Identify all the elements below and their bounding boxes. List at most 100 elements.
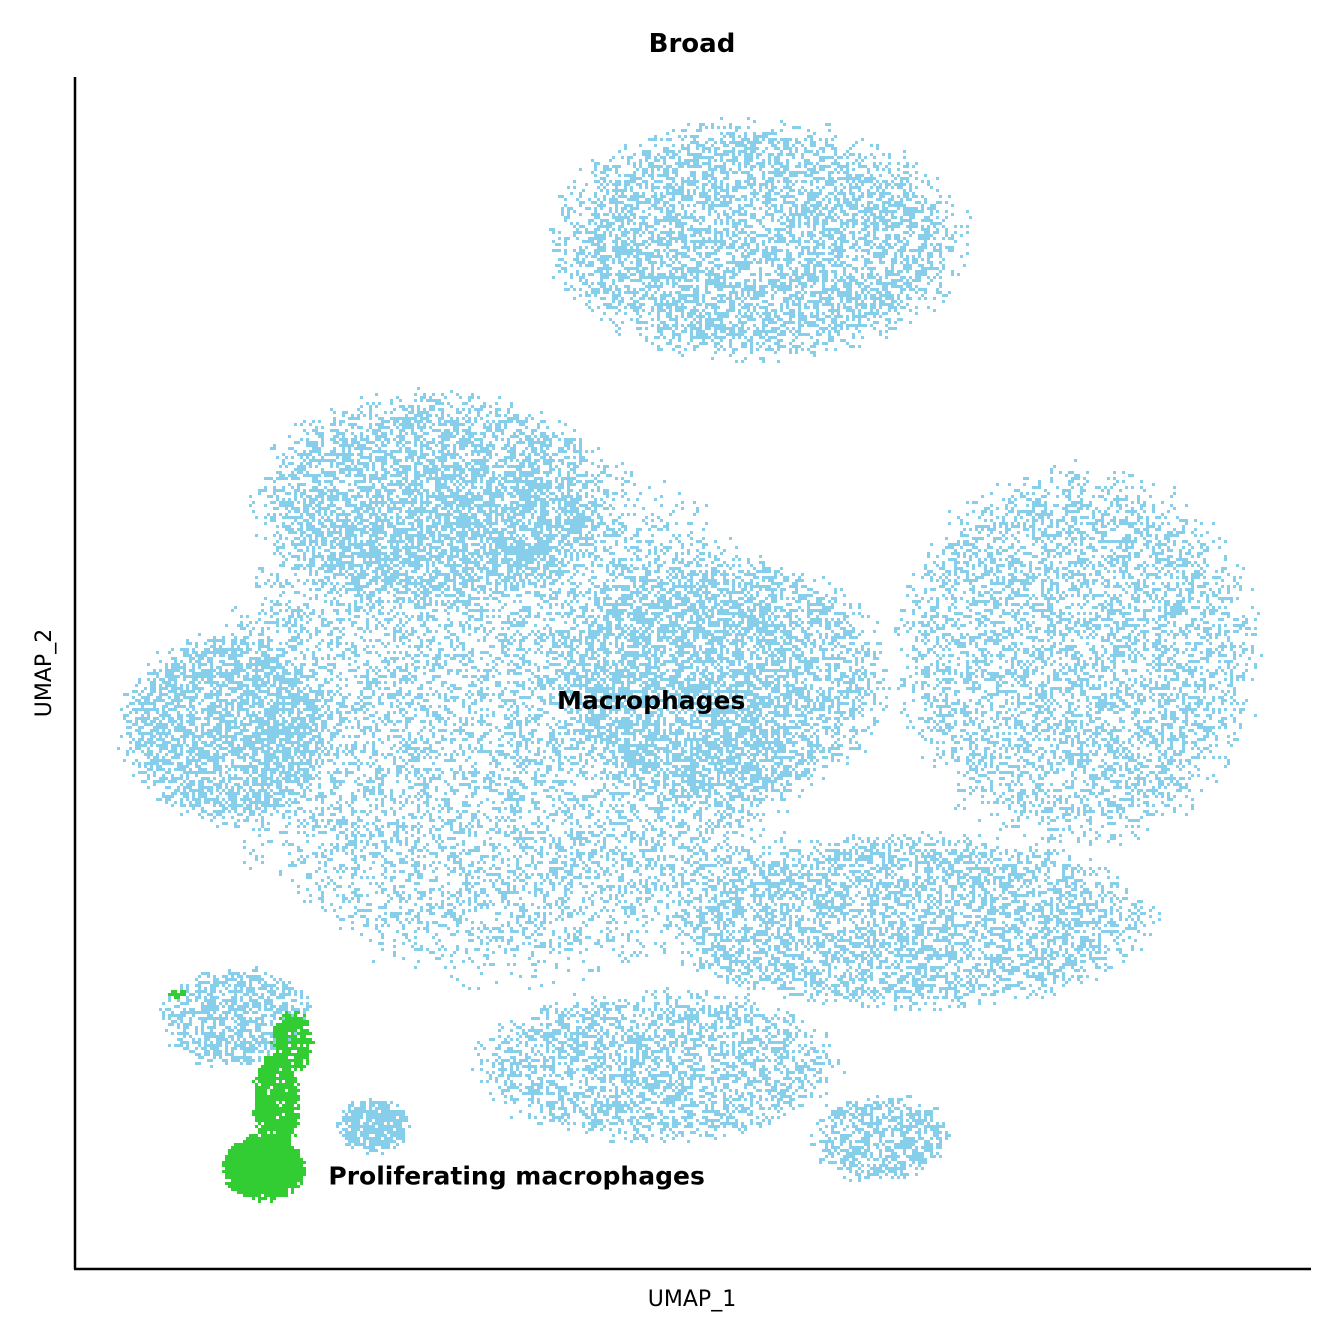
data-point [840,183,843,186]
data-point [648,276,651,279]
data-point [858,321,861,324]
data-point [681,225,684,228]
data-point [816,312,819,315]
data-point [648,282,651,285]
data-point [657,240,660,243]
data-point [846,297,849,300]
data-point [753,132,756,135]
data-point [780,276,783,279]
data-point [933,297,936,300]
data-point [717,273,720,276]
data-point [780,150,783,153]
data-point [693,318,696,321]
data-point [639,273,642,276]
data-point [759,276,762,279]
data-point [840,252,843,255]
data-point [810,141,813,144]
data-point [813,234,816,237]
data-point [837,288,840,291]
data-point [873,252,876,255]
data-point [720,240,723,243]
data-point [669,216,672,219]
data-point [615,246,618,249]
data-point [576,222,579,225]
data-point [726,219,729,222]
data-point [822,234,825,237]
data-point [864,312,867,315]
data-point [777,141,780,144]
data-point [744,264,747,267]
data-point [741,195,744,198]
data-point [735,228,738,231]
data-point [729,123,732,126]
data-point [846,324,849,327]
data-point [909,219,912,222]
data-point [645,246,648,249]
data-point [879,219,882,222]
data-point [870,186,873,189]
data-point [882,240,885,243]
data-point [774,336,777,339]
data-point [846,327,849,330]
data-point [945,231,948,234]
data-point [711,177,714,180]
data-point [834,273,837,276]
data-point [930,213,933,216]
data-point [741,300,744,303]
data-point [663,216,666,219]
data-point [831,171,834,174]
data-point [912,225,915,228]
data-point [780,330,783,333]
data-point [615,165,618,168]
data-point [846,156,849,159]
data-point [735,210,738,213]
data-point [615,198,618,201]
data-point [834,285,837,288]
data-point [813,291,816,294]
data-point [567,237,570,240]
data-point [912,258,915,261]
data-point [675,168,678,171]
data-point [639,159,642,162]
data-point [816,339,819,342]
data-point [780,285,783,288]
data-point [753,249,756,252]
data-point [870,297,873,300]
data-point [882,282,885,285]
data-point [876,291,879,294]
data-point [810,180,813,183]
data-point [891,195,894,198]
data-point [840,240,843,243]
data-point [786,144,789,147]
data-point [582,189,585,192]
data-point [657,318,660,321]
data-point [642,270,645,273]
data-point [918,276,921,279]
data-point [753,252,756,255]
data-point [738,168,741,171]
data-point [720,243,723,246]
data-point [792,294,795,297]
data-point [696,246,699,249]
data-point [582,252,585,255]
data-point [822,303,825,306]
data-point [906,279,909,282]
data-point [765,324,768,327]
data-point [618,183,621,186]
data-point [768,273,771,276]
data-point [615,324,618,327]
data-point [663,324,666,327]
data-point [579,249,582,252]
data-point [786,258,789,261]
data-point [789,267,792,270]
data-point [780,324,783,327]
data-point [819,297,822,300]
data-point [852,198,855,201]
data-point [669,156,672,159]
data-point [573,180,576,183]
data-point [714,180,717,183]
data-point [879,303,882,306]
data-point [723,165,726,168]
data-point [816,318,819,321]
data-point [624,216,627,219]
